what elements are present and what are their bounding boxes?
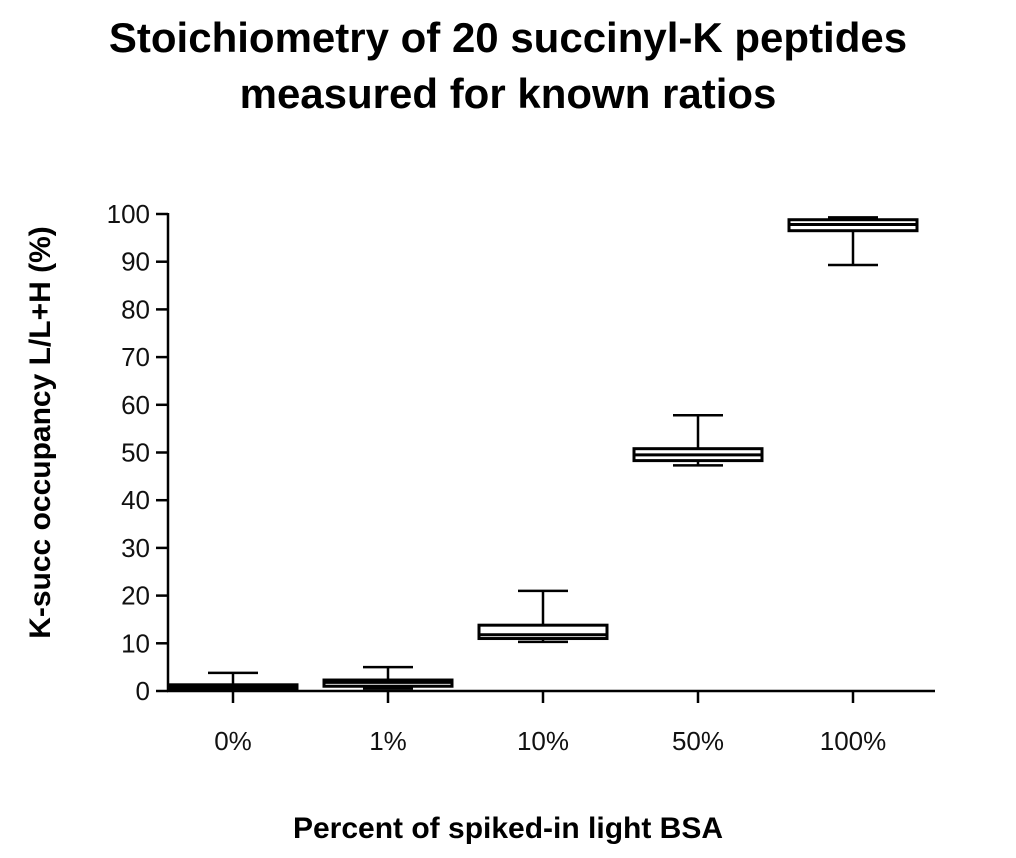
x-ticks: 0% 1% 10% 50% 100% xyxy=(214,691,886,756)
x-tick-label: 10% xyxy=(517,726,569,756)
box-10pct xyxy=(477,589,609,644)
box-0pct xyxy=(167,671,299,691)
y-axis-title: K-succ occupancy L/L+H (%) xyxy=(24,226,57,639)
x-axis-title: Percent of spiked-in light BSA xyxy=(293,812,723,845)
y-tick-label: 60 xyxy=(121,390,150,420)
y-tick-label: 30 xyxy=(121,533,150,563)
chart-title-line-1: Stoichiometry of 20 succinyl-K peptides xyxy=(108,14,908,61)
x-tick-label: 1% xyxy=(369,726,407,756)
x-tick-label: 0% xyxy=(214,726,252,756)
x-tick-label: 50% xyxy=(672,726,724,756)
y-tick-label: 70 xyxy=(121,342,150,372)
chart-title-line-2: measured for known ratios xyxy=(239,70,777,117)
box-1pct xyxy=(322,665,454,690)
y-tick-label: 80 xyxy=(121,294,150,324)
box-100pct xyxy=(787,216,919,267)
y-tick-label: 100 xyxy=(107,199,150,229)
x-tick-label: 100% xyxy=(820,726,887,756)
boxes xyxy=(167,216,919,691)
chart-title: Stoichiometry of 20 succinyl-K peptides … xyxy=(0,10,1016,122)
axes xyxy=(166,213,935,693)
y-tick-label: 50 xyxy=(121,438,150,468)
y-tick-label: 20 xyxy=(121,581,150,611)
y-ticks: 0 10 20 30 40 50 60 70 80 90 100 xyxy=(107,199,168,706)
iqr-box xyxy=(477,623,609,641)
box-50pct xyxy=(632,414,764,467)
y-tick-label: 10 xyxy=(121,628,150,658)
y-tick-label: 90 xyxy=(121,247,150,277)
y-tick-label: 0 xyxy=(136,676,150,706)
y-tick-label: 40 xyxy=(121,485,150,515)
